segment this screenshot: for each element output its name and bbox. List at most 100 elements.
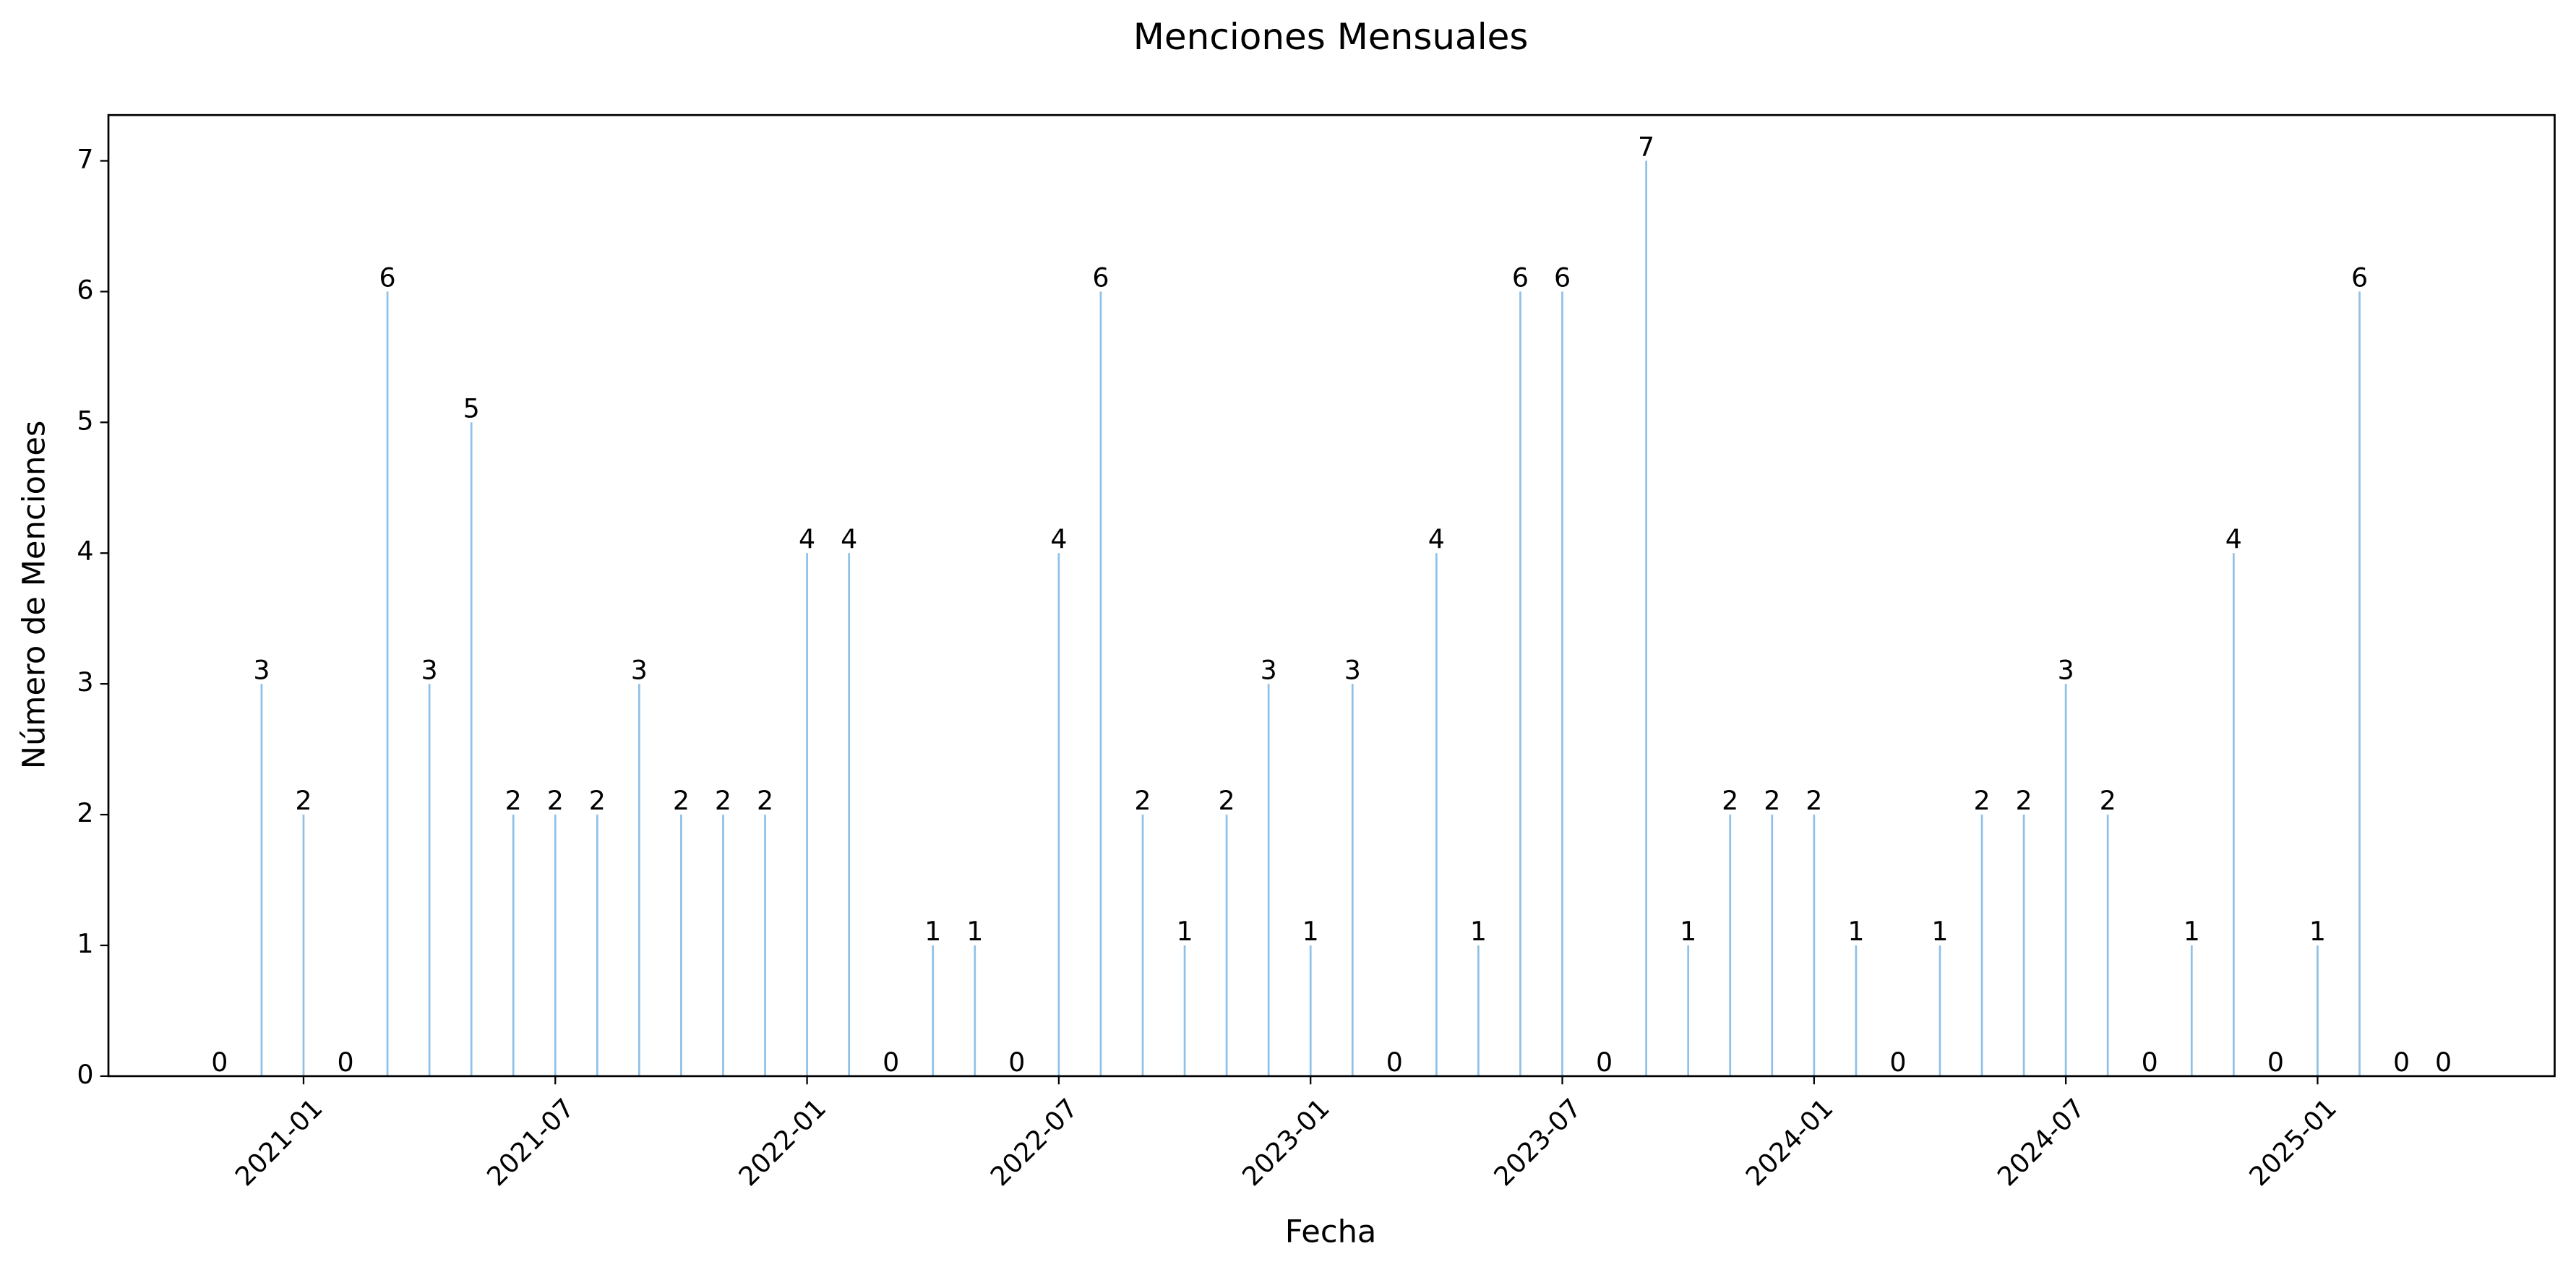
bar: [1771, 815, 1774, 1076]
value-label: 3: [631, 654, 648, 685]
value-label: 2: [673, 785, 690, 816]
value-label: 2: [505, 785, 522, 816]
value-label: 7: [1638, 132, 1654, 163]
bar: [638, 684, 640, 1076]
bar: [1099, 291, 1102, 1076]
bar: [428, 684, 431, 1076]
bar: [512, 815, 515, 1076]
value-label: 1: [1847, 916, 1864, 947]
value-label: 0: [1889, 1047, 1906, 1078]
bar: [260, 684, 263, 1076]
value-label: 1: [1302, 916, 1319, 947]
chart-title: Menciones Mensuales: [1133, 16, 1529, 58]
y-tick-label: 0: [77, 1059, 93, 1090]
bar: [1687, 945, 1690, 1076]
x-tick-label: 2021-01: [229, 1092, 329, 1192]
value-label: 3: [2058, 654, 2074, 685]
bar: [470, 422, 473, 1076]
value-label: 6: [1092, 262, 1109, 293]
value-label: 2: [2100, 785, 2116, 816]
bar: [1729, 815, 1732, 1076]
value-label: 2: [757, 785, 773, 816]
value-label: 0: [2393, 1047, 2410, 1078]
value-label: 4: [841, 523, 857, 554]
bar: [764, 815, 766, 1076]
value-label: 2: [2016, 785, 2032, 816]
bar: [1309, 945, 1312, 1076]
value-label: 1: [1680, 916, 1696, 947]
y-axis-label: Número de Menciones: [17, 421, 53, 770]
bar: [1435, 553, 1438, 1076]
bar: [1267, 684, 1270, 1076]
y-tick-label: 3: [77, 666, 93, 697]
bar: [1561, 291, 1563, 1076]
bar: [848, 553, 850, 1076]
value-label: 3: [1344, 654, 1361, 685]
value-label: 4: [799, 523, 815, 554]
bar: [1813, 815, 1816, 1076]
bar: [596, 815, 598, 1076]
value-label: 0: [2267, 1047, 2284, 1078]
x-tick-label: 2022-01: [732, 1092, 832, 1192]
x-tick-label: 2022-07: [984, 1092, 1084, 1192]
value-label: 2: [1219, 785, 1235, 816]
bar: [2064, 684, 2067, 1076]
y-tick-label: 2: [77, 797, 93, 828]
x-tick-label: 2023-07: [1487, 1092, 1587, 1192]
value-label: 0: [883, 1047, 899, 1078]
bar: [1225, 815, 1228, 1076]
bar: [2190, 945, 2193, 1076]
value-label: 6: [379, 262, 395, 293]
bar: [554, 815, 557, 1076]
value-label: 4: [1428, 523, 1445, 554]
value-label: 2: [1764, 785, 1780, 816]
value-label: 0: [2142, 1047, 2158, 1078]
value-label: 6: [1554, 262, 1571, 293]
plot-frame: [107, 113, 2556, 1078]
value-label: 0: [1008, 1047, 1025, 1078]
bar: [1980, 815, 1983, 1076]
bar: [974, 945, 976, 1076]
bar: [2317, 945, 2319, 1076]
bar: [1645, 160, 1647, 1076]
bar: [2232, 553, 2235, 1076]
y-tick-label: 7: [77, 144, 93, 175]
value-label: 2: [295, 785, 312, 816]
value-label: 2: [1973, 785, 1990, 816]
value-label: 0: [1596, 1047, 1613, 1078]
bar: [680, 815, 682, 1076]
value-label: 3: [421, 654, 438, 685]
value-label: 1: [1470, 916, 1487, 947]
value-label: 1: [2309, 916, 2326, 947]
value-label: 3: [253, 654, 270, 685]
x-tick-label: 2021-07: [481, 1092, 580, 1192]
y-tick-label: 5: [77, 405, 93, 436]
bar: [1057, 553, 1060, 1076]
value-label: 0: [337, 1047, 353, 1078]
value-label: 2: [715, 785, 731, 816]
bar: [1855, 945, 1858, 1076]
value-label: 1: [1931, 916, 1948, 947]
bar: [1939, 945, 1941, 1076]
value-label: 6: [2351, 262, 2368, 293]
bar: [722, 815, 724, 1076]
value-label: 2: [1134, 785, 1151, 816]
y-tick-label: 4: [77, 536, 93, 567]
bar: [302, 815, 305, 1076]
value-label: 1: [2184, 916, 2200, 947]
bar: [2106, 815, 2109, 1076]
bar: [2358, 291, 2361, 1076]
value-label: 5: [463, 393, 480, 424]
value-label: 0: [211, 1047, 228, 1078]
bar: [1477, 945, 1480, 1076]
value-label: 1: [924, 916, 941, 947]
x-axis-label: Fecha: [1285, 1214, 1377, 1250]
value-label: 2: [547, 785, 564, 816]
value-label: 4: [2225, 523, 2242, 554]
value-label: 0: [1386, 1047, 1403, 1078]
x-tick-label: 2023-01: [1236, 1092, 1336, 1192]
value-label: 2: [589, 785, 606, 816]
value-label: 2: [1722, 785, 1738, 816]
